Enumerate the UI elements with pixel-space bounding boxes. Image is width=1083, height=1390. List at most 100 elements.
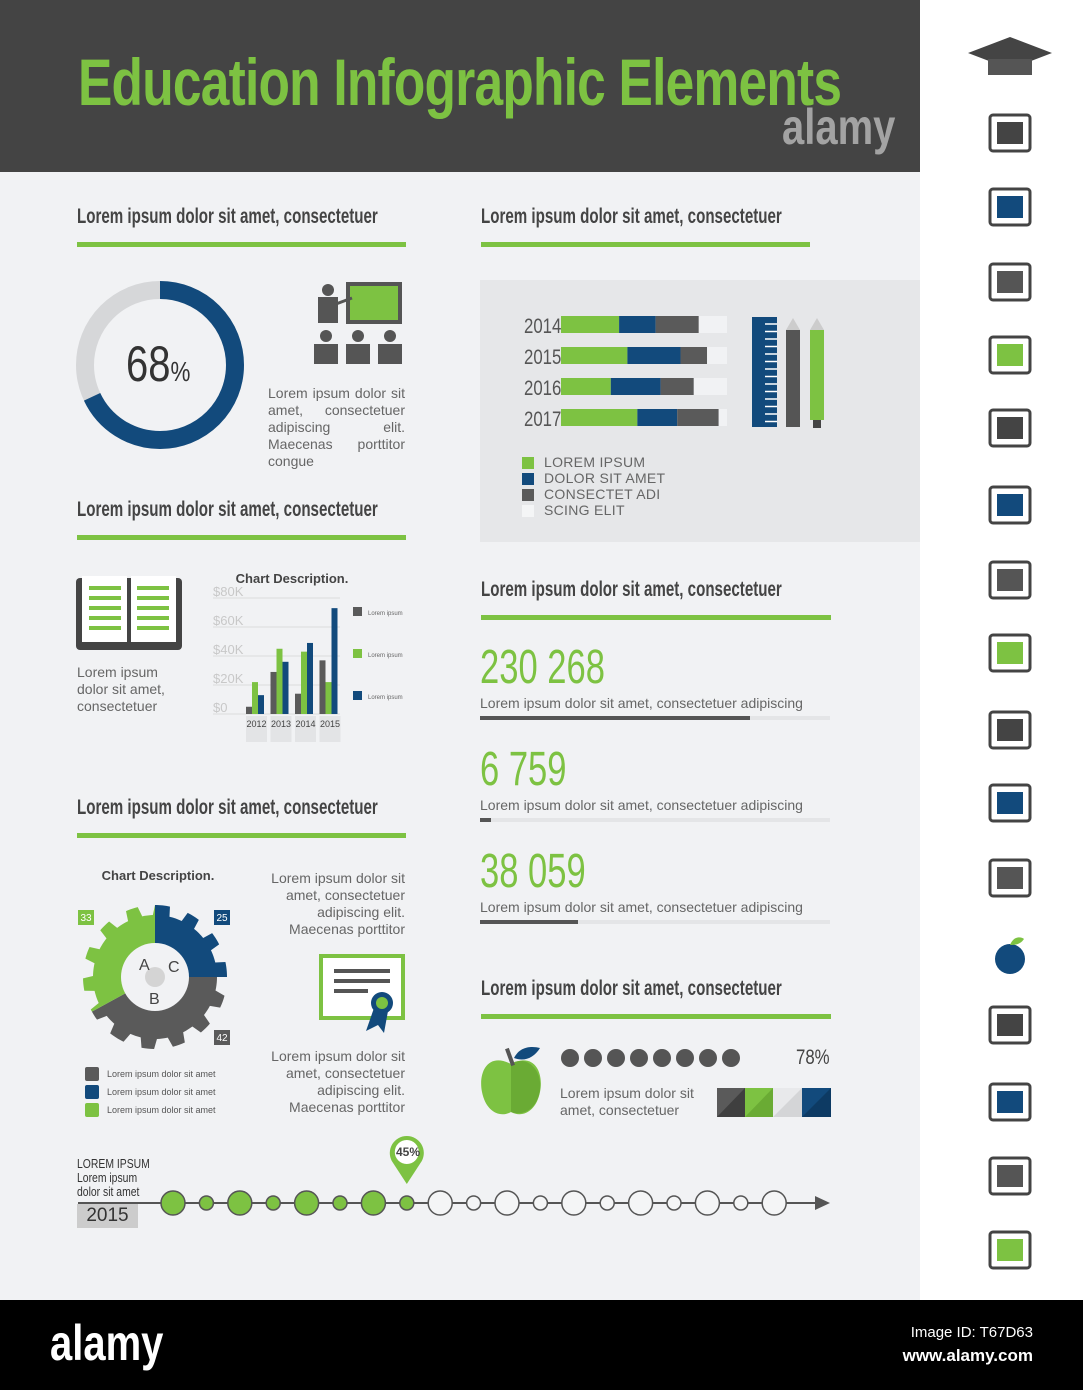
timeline-step bbox=[561, 1190, 587, 1216]
pencil-icon bbox=[786, 330, 800, 427]
y-tick-label: $40K bbox=[213, 642, 244, 657]
bar bbox=[325, 682, 332, 714]
x-tick-label: 2013 bbox=[271, 719, 291, 729]
legend-swatch bbox=[522, 473, 534, 486]
pen-icon bbox=[810, 330, 824, 420]
stacked-segment bbox=[698, 316, 727, 333]
legend-item: CONSECTET ADI bbox=[522, 486, 665, 502]
timeline-step bbox=[360, 1190, 387, 1216]
timeline-step bbox=[265, 1195, 281, 1211]
pencil-tip bbox=[786, 318, 800, 330]
book-description: Lorem ipsum dolor sit amet, consectetuer bbox=[77, 664, 165, 714]
legend-swatch bbox=[522, 505, 534, 518]
section-heading: Lorem ipsum dolor sit amet, consectetuer bbox=[481, 977, 782, 1000]
rating-dot bbox=[561, 1049, 579, 1067]
teacher-board-icon bbox=[988, 408, 1032, 448]
stacked-segment bbox=[718, 409, 727, 426]
stat-value: 230 268 bbox=[480, 641, 605, 694]
row-label: 2017 bbox=[524, 408, 561, 431]
y-tick-label: $80K bbox=[213, 584, 244, 599]
stacked-segment bbox=[677, 409, 719, 426]
timeline-label: LOREM IPSUM Lorem ipsum dolor sit amet bbox=[77, 1156, 150, 1199]
legend-item: DOLOR SIT AMET bbox=[522, 470, 665, 486]
value-badge-label: 25 bbox=[216, 913, 228, 924]
stacked-segment bbox=[561, 347, 628, 364]
stacked-segment bbox=[655, 316, 699, 333]
donut-value: 68% bbox=[126, 336, 191, 392]
timeline-step bbox=[160, 1190, 186, 1216]
tablet-icon bbox=[988, 1005, 1032, 1045]
notepad-pencil-icon bbox=[988, 113, 1032, 153]
donut-description: Lorem ipsum dolor sit amet, consectetuer… bbox=[268, 385, 405, 469]
legend-swatch bbox=[85, 1103, 99, 1117]
legend-label: LOREM IPSUM bbox=[544, 454, 646, 470]
timeline-pin-center bbox=[394, 1140, 419, 1164]
stat-progress-fill bbox=[480, 920, 578, 924]
bar bbox=[258, 695, 264, 714]
calculator-icon bbox=[988, 262, 1032, 302]
certificate-icon bbox=[319, 954, 405, 1033]
timeline-step bbox=[532, 1195, 549, 1211]
stacked-segment bbox=[707, 347, 727, 364]
apple-description: Lorem ipsum dolor sit amet, consectetuer bbox=[560, 1085, 694, 1118]
bar bbox=[276, 648, 283, 714]
category-bg bbox=[295, 716, 316, 742]
heading-rule bbox=[481, 242, 810, 247]
legend-swatch bbox=[353, 649, 362, 658]
open-book-icon bbox=[76, 576, 182, 650]
legend-label: Lorem ipsum bbox=[368, 611, 403, 617]
stat-progress bbox=[480, 920, 830, 924]
stat-value: 6 759 bbox=[480, 743, 567, 796]
legend-label: CONSECTET ADI bbox=[544, 486, 661, 502]
row-label: 2016 bbox=[524, 377, 561, 400]
stat-label: Lorem ipsum dolor sit amet, consectetuer… bbox=[480, 899, 803, 915]
stat-value: 38 059 bbox=[480, 845, 586, 898]
section-heading: Lorem ipsum dolor sit amet, consectetuer bbox=[77, 205, 378, 228]
gear-pie-chart: Chart Description. ABC 33 25 42 Lorem ipsum d… bbox=[78, 868, 230, 1117]
bar bbox=[252, 682, 258, 714]
rating-dots bbox=[561, 1049, 740, 1067]
apple-icon bbox=[995, 937, 1025, 974]
x-tick-label: 2012 bbox=[246, 719, 266, 729]
stat-progress bbox=[480, 818, 830, 822]
students-icon bbox=[988, 485, 1032, 525]
legend-swatch bbox=[522, 457, 534, 470]
section-heading: Lorem ipsum dolor sit amet, consectetuer bbox=[77, 498, 378, 521]
legend-swatch bbox=[85, 1067, 99, 1081]
timeline-step bbox=[198, 1195, 215, 1211]
footer-url: www.alamy.com bbox=[902, 1346, 1033, 1365]
microscope-icon bbox=[988, 1230, 1032, 1270]
timeline-step bbox=[627, 1190, 654, 1216]
value-badge bbox=[214, 1030, 230, 1045]
graduation-cap-icon bbox=[968, 37, 1052, 75]
gear-segment bbox=[91, 977, 225, 1049]
legend-label: Lorem ipsum dolor sit amet bbox=[107, 1105, 216, 1115]
stacked-bar-chart: 2014 2015 2016 2017 bbox=[524, 315, 824, 432]
segment-label: A bbox=[139, 957, 150, 974]
timeline-step bbox=[494, 1190, 520, 1216]
stacked-segment bbox=[561, 316, 620, 333]
rating-dot bbox=[676, 1049, 694, 1067]
segment-label: B bbox=[149, 991, 160, 1008]
section-heading: Lorem ipsum dolor sit amet, consectetuer bbox=[481, 578, 782, 601]
stacked-segment bbox=[693, 378, 727, 395]
legend-swatch bbox=[85, 1085, 99, 1099]
teacher-classroom-icon bbox=[314, 282, 402, 364]
timeline-step bbox=[694, 1190, 721, 1216]
legend-swatch bbox=[353, 607, 362, 616]
gear-description-1: Lorem ipsum dolor sit amet, consectetuer… bbox=[271, 870, 405, 937]
legend-item: SCING ELIT bbox=[522, 502, 665, 518]
open-book-icon bbox=[988, 335, 1032, 375]
student-desk-icon bbox=[988, 633, 1032, 673]
color-swatches bbox=[717, 1088, 831, 1117]
stacked-segment bbox=[627, 347, 681, 364]
legend-swatch bbox=[522, 489, 534, 502]
certificate-icon bbox=[988, 187, 1032, 227]
ruler-icon bbox=[752, 317, 777, 427]
stacked-legend: LOREM IPSUM DOLOR SIT AMET CONSECTET ADI SC… bbox=[522, 454, 665, 518]
stacked-segment bbox=[561, 409, 638, 426]
books-shelf-icon bbox=[988, 1082, 1032, 1122]
rating-dot bbox=[699, 1049, 717, 1067]
gear-center bbox=[145, 967, 165, 987]
legend-label: SCING ELIT bbox=[544, 502, 625, 518]
